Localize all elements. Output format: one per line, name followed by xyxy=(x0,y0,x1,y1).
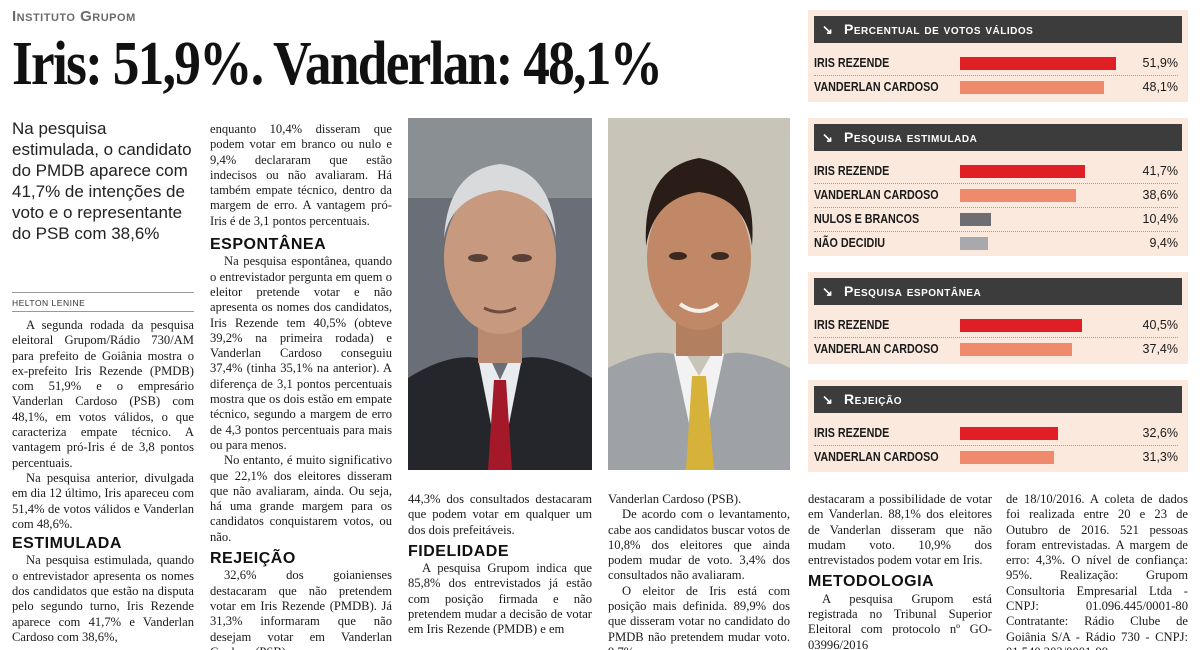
poll-bar xyxy=(960,213,992,226)
candidate-name: VANDERLAN CARDOSO xyxy=(814,188,939,202)
poll-bar xyxy=(960,319,1082,332)
row-divider xyxy=(814,337,1178,338)
poll-row: NÃO DECIDIU 9,4% xyxy=(814,232,1178,254)
poll-value: 37,4% xyxy=(1142,342,1178,356)
article-column-2: enquanto 10,4% disseram que podem votar … xyxy=(210,122,392,650)
poll-bar xyxy=(960,57,1116,70)
section-kicker: Instituto Grupom xyxy=(12,8,136,25)
panel-header: ↘ Percentual de votos válidos xyxy=(814,16,1182,43)
article-paragraph: A segunda rodada da pesquisa eleitoral G… xyxy=(12,318,194,470)
poll-bar xyxy=(960,165,1086,178)
poll-value: 48,1% xyxy=(1142,80,1178,94)
panel-header: ↘ Pesquisa espontânea xyxy=(814,278,1182,305)
panel-pesquisa-estimulada: ↘ Pesquisa estimulada IRIS REZENDE 41,7% … xyxy=(808,118,1188,256)
candidate-name: VANDERLAN CARDOSO xyxy=(814,342,939,356)
option-name: NÃO DECIDIU xyxy=(814,236,886,250)
arrow-down-right-icon: ↘ xyxy=(822,284,834,299)
poll-value: 9,4% xyxy=(1149,236,1179,250)
article-paragraph: destacaram a possibilidade de votar em V… xyxy=(808,492,992,568)
subhead-estimulada: ESTIMULADA xyxy=(12,535,122,553)
subhead-fidelidade: FIDELIDADE xyxy=(408,542,509,560)
arrow-down-right-icon: ↘ xyxy=(822,130,834,145)
poll-row: IRIS REZENDE 32,6% xyxy=(814,422,1178,444)
poll-value: 31,3% xyxy=(1142,450,1178,464)
article-paragraph: A pesquisa Grupom indica que 85,8% dos e… xyxy=(408,561,592,637)
article-column-1: A segunda rodada da pesquisa eleitoral G… xyxy=(12,318,194,645)
candidate-name: IRIS REZENDE xyxy=(814,56,890,70)
poll-value: 10,4% xyxy=(1142,212,1178,226)
article-paragraph: Na pesquisa espontânea, quando o entrevi… xyxy=(210,254,392,452)
panel-title: Pesquisa espontânea xyxy=(844,283,982,299)
poll-value: 40,5% xyxy=(1142,318,1178,332)
article-paragraph: 44,3% dos consultados destacaram que pod… xyxy=(408,492,592,537)
row-divider xyxy=(814,75,1178,76)
article-paragraph: No entanto, é muito significativo que 22… xyxy=(210,453,392,544)
poll-value: 38,6% xyxy=(1142,188,1178,202)
byline: HELTON LENINE xyxy=(12,298,86,308)
arrow-down-right-icon: ↘ xyxy=(822,22,834,37)
candidate-name: VANDERLAN CARDOSO xyxy=(814,450,939,464)
article-paragraph: 32,6% dos goianienses destacaram que não… xyxy=(210,568,392,650)
article-paragraph: De acordo com o levantamento, cabe aos c… xyxy=(608,507,790,583)
poll-bar xyxy=(960,427,1058,440)
candidate-name: IRIS REZENDE xyxy=(814,426,890,440)
article-paragraph: Na pesquisa anterior, divulgada em dia 1… xyxy=(12,470,194,531)
article-paragraph: de 18/10/2016. A coleta de dados foi rea… xyxy=(1006,492,1188,650)
poll-bar xyxy=(960,81,1105,94)
portrait-image xyxy=(608,118,790,470)
subhead-rejeicao: REJEIÇÃO xyxy=(210,550,296,568)
row-divider xyxy=(814,445,1178,446)
article-paragraph: enquanto 10,4% disseram que podem votar … xyxy=(210,122,392,228)
byline-divider xyxy=(12,311,194,312)
poll-value: 32,6% xyxy=(1142,426,1178,440)
row-divider xyxy=(814,183,1178,184)
headline: Iris: 51,9%. Vanderlan: 48,1% xyxy=(12,30,663,98)
candidate-name: VANDERLAN CARDOSO xyxy=(814,80,939,94)
poll-bar xyxy=(960,343,1073,356)
article-paragraph: Na pesquisa estimulada, quando o entrevi… xyxy=(12,553,194,644)
portrait-image xyxy=(408,118,592,470)
article-column-4: Vanderlan Cardoso (PSB). De acordo com o… xyxy=(608,492,790,650)
subhead-espontanea: ESPONTÂNEA xyxy=(210,236,327,254)
article-column-3: 44,3% dos consultados destacaram que pod… xyxy=(408,492,592,638)
photo-vanderlan-cardoso xyxy=(608,118,790,470)
poll-value: 51,9% xyxy=(1142,56,1178,70)
article-paragraph: Vanderlan Cardoso (PSB). xyxy=(608,492,742,506)
poll-bar xyxy=(960,189,1076,202)
candidate-name: IRIS REZENDE xyxy=(814,164,890,178)
poll-row: IRIS REZENDE 41,7% xyxy=(814,160,1178,182)
subhead-metodologia: METODOLOGIA xyxy=(808,573,935,591)
poll-row: VANDERLAN CARDOSO 31,3% xyxy=(814,446,1178,468)
article-column-6: de 18/10/2016. A coleta de dados foi rea… xyxy=(1006,492,1188,650)
option-name: NULOS E BRANCOS xyxy=(814,212,920,226)
article-paragraph: O eleitor de Iris está com posição mais … xyxy=(608,583,790,650)
deck: Na pesquisa estimulada, o candidato do P… xyxy=(12,119,192,243)
row-divider xyxy=(814,231,1178,232)
poll-row: IRIS REZENDE 40,5% xyxy=(814,314,1178,336)
poll-row: VANDERLAN CARDOSO 38,6% xyxy=(814,184,1178,206)
panel-header: ↘ Pesquisa estimulada xyxy=(814,124,1182,151)
photo-iris-rezende xyxy=(408,118,592,470)
panel-title: Pesquisa estimulada xyxy=(844,129,978,145)
poll-bar xyxy=(960,237,989,250)
poll-bar xyxy=(960,451,1054,464)
panel-header: ↘ Rejeição xyxy=(814,386,1182,413)
arrow-down-right-icon: ↘ xyxy=(822,392,834,407)
article-column-5: destacaram a possibilidade de votar em V… xyxy=(808,492,992,650)
poll-row: VANDERLAN CARDOSO 37,4% xyxy=(814,338,1178,360)
panel-title: Percentual de votos válidos xyxy=(844,21,1034,37)
poll-row: NULOS E BRANCOS 10,4% xyxy=(814,208,1178,230)
panel-rejeicao: ↘ Rejeição IRIS REZENDE 32,6% VANDERLAN C… xyxy=(808,380,1188,472)
poll-value: 41,7% xyxy=(1142,164,1178,178)
candidate-name: IRIS REZENDE xyxy=(814,318,890,332)
poll-row: IRIS REZENDE 51,9% xyxy=(814,52,1178,74)
panel-pesquisa-espontanea: ↘ Pesquisa espontânea IRIS REZENDE 40,5% … xyxy=(808,272,1188,364)
article-paragraph: A pesquisa Grupom está registrada no Tri… xyxy=(808,591,992,650)
poll-row: VANDERLAN CARDOSO 48,1% xyxy=(814,76,1178,98)
row-divider xyxy=(814,207,1178,208)
panel-title: Rejeição xyxy=(844,391,903,407)
panel-votos-validos: ↘ Percentual de votos válidos IRIS REZEND… xyxy=(808,10,1188,102)
deck-divider xyxy=(12,292,194,293)
